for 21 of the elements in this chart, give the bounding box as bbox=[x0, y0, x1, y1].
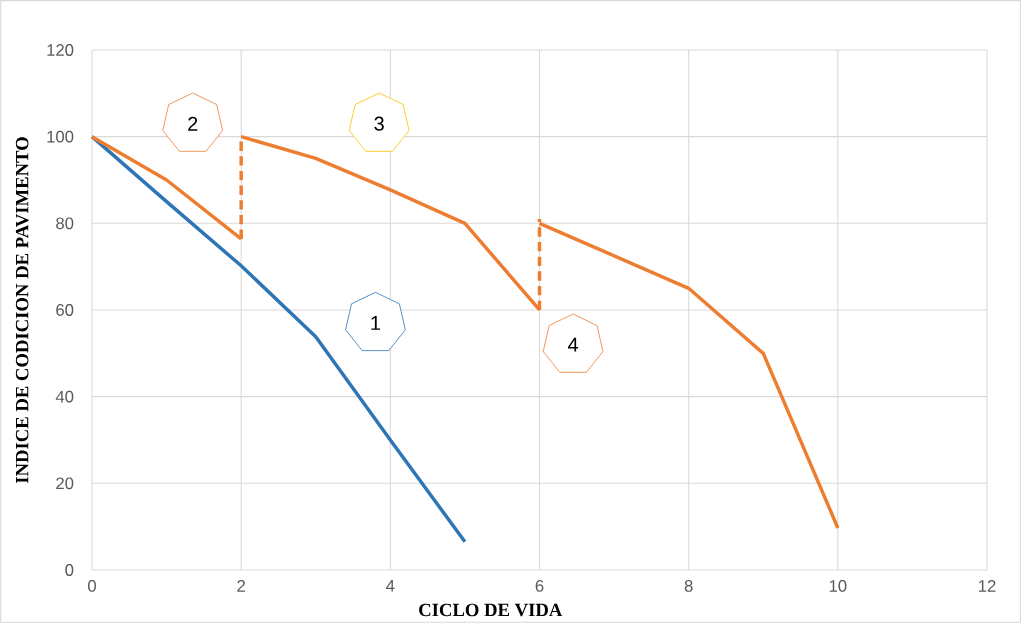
x-tick-label: 2 bbox=[237, 580, 245, 592]
y-tick-label: 120 bbox=[47, 44, 74, 56]
line-series bbox=[537, 221, 840, 530]
annotation: 2 bbox=[188, 116, 198, 131]
y-tick-label: 100 bbox=[47, 130, 74, 143]
x-tick-label: 4 bbox=[386, 580, 395, 592]
x-tick-label: 8 bbox=[684, 580, 693, 592]
x-tick-label: 0 bbox=[88, 580, 96, 592]
x-tick-label: 10 bbox=[829, 580, 847, 592]
y-tick-label: 80 bbox=[56, 217, 74, 230]
x-tick-label: 6 bbox=[535, 580, 544, 592]
annotation: 1 bbox=[371, 316, 381, 330]
y-tick-label: 60 bbox=[56, 304, 74, 316]
x-tick-label: 12 bbox=[979, 580, 996, 592]
x-axis-title: CICLO DE VIDA bbox=[419, 603, 563, 617]
y-tick-label: 20 bbox=[56, 477, 74, 490]
y-tick-label: 40 bbox=[55, 390, 74, 403]
y-tick-label: 0 bbox=[65, 564, 74, 576]
annotation: 3 bbox=[374, 116, 384, 131]
annotation: 4 bbox=[567, 337, 579, 352]
y-axis-title: INDICE DE CODICION DE PAVIMENTO bbox=[15, 137, 29, 484]
